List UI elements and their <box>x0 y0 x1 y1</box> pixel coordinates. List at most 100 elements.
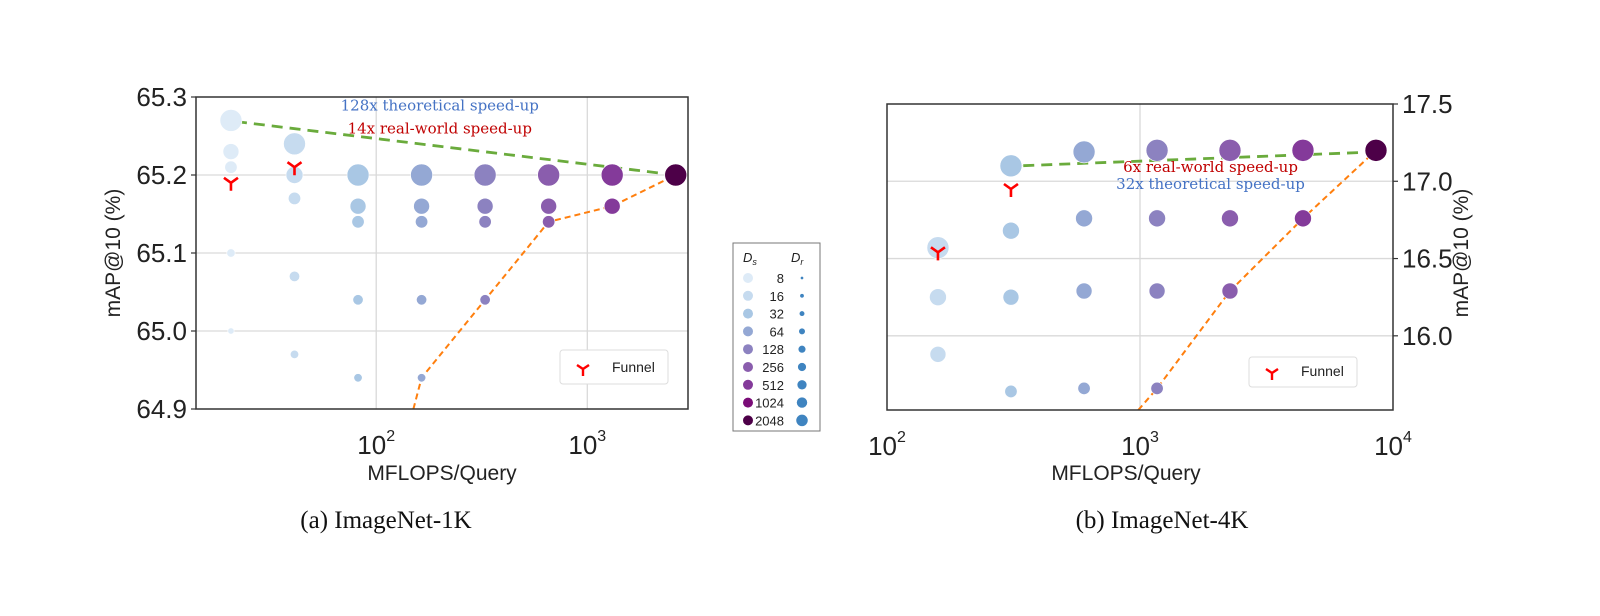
size-label: 1024 <box>755 396 784 411</box>
y-ticks: 65.3 65.2 65.1 65.0 64.9 <box>136 82 196 424</box>
points <box>219 109 688 383</box>
frontier-line <box>412 174 677 410</box>
legend-label: Funnel <box>1301 363 1344 379</box>
data-point <box>352 294 364 306</box>
data-point <box>603 197 621 215</box>
data-point <box>1150 381 1164 395</box>
data-point <box>415 215 429 229</box>
data-point <box>288 270 300 282</box>
y-tick-label: 17.0 <box>1402 166 1453 196</box>
size-label: 64 <box>770 324 784 339</box>
ds-swatch <box>743 379 753 390</box>
speedup-arrow-line <box>227 113 676 177</box>
data-point <box>1072 140 1096 164</box>
data-point <box>219 109 243 132</box>
annotation-theoretical: 32x theoretical speed-up <box>1116 175 1305 193</box>
data-point <box>222 143 240 160</box>
data-point <box>1077 381 1091 395</box>
data-point <box>1002 221 1020 240</box>
data-point <box>929 346 947 363</box>
size-legend-row: 2048 <box>743 413 808 428</box>
funnel-point <box>930 246 946 261</box>
ds-title: Ds <box>743 250 757 267</box>
ds-swatch <box>743 344 753 355</box>
data-point <box>287 191 301 205</box>
size-legend-row: 8 <box>743 271 804 286</box>
data-point <box>476 197 494 215</box>
funnel-markers <box>930 182 1019 261</box>
y-tick-label: 65.2 <box>136 160 187 190</box>
data-point <box>999 154 1023 178</box>
dr-swatch <box>798 345 806 353</box>
size-label: 512 <box>762 378 784 393</box>
data-point <box>346 163 370 187</box>
y-tick-label: 17.5 <box>1402 89 1453 119</box>
data-point <box>410 163 433 187</box>
size-label: 8 <box>777 271 784 286</box>
data-point <box>479 294 491 306</box>
data-point <box>351 215 365 229</box>
funnel-point <box>286 161 303 176</box>
y-axis-label: mAP@10 (%) <box>1450 189 1473 318</box>
dr-swatch <box>796 397 808 408</box>
data-point <box>1221 282 1239 300</box>
y-tick-label: 65.0 <box>136 316 187 346</box>
data-point <box>1291 139 1315 162</box>
ds-swatch <box>743 290 753 301</box>
x-tick-label: 104 <box>1374 429 1412 461</box>
annotation-real-world: 14x real-world speed-up <box>348 120 532 138</box>
data-point <box>664 163 688 187</box>
data-point <box>289 349 299 359</box>
data-point <box>224 160 238 174</box>
data-point <box>1148 209 1166 228</box>
data-point <box>1075 282 1093 300</box>
dr-swatch <box>797 362 807 372</box>
size-legend-row: 512 <box>743 378 807 393</box>
data-point <box>1075 209 1093 228</box>
ds-swatch <box>743 308 753 319</box>
speedup-arrow-line <box>1008 150 1377 174</box>
x-ticks: 102 103 <box>357 428 606 460</box>
y-tick-label: 64.9 <box>136 394 187 424</box>
data-point <box>416 294 428 306</box>
data-point <box>353 373 363 383</box>
panel-imagenet-4k: 17.5 17.0 16.5 16.0 102 103 104 6x real-world… <box>868 89 1473 534</box>
data-point <box>600 163 624 187</box>
x-tick-label: 102 <box>357 428 395 460</box>
size-legend: Ds Dr 8 16 32 64 128 256 512 1024 2048 <box>732 242 821 432</box>
size-label: 16 <box>770 289 784 304</box>
x-tick-label: 103 <box>568 428 606 460</box>
y-tick-label: 16.0 <box>1402 321 1453 351</box>
data-point <box>1002 288 1020 306</box>
size-label: 128 <box>762 342 784 357</box>
data-point <box>413 197 430 215</box>
pareto-frontier <box>412 174 677 410</box>
dr-swatch <box>799 311 805 317</box>
x-ticks: 102 103 104 <box>868 429 1412 461</box>
x-axis-label: MFLOPS/Query <box>367 462 517 485</box>
size-legend-row: 128 <box>743 342 806 357</box>
funnel-point <box>223 176 239 191</box>
points <box>926 139 1388 398</box>
grid <box>887 104 1393 410</box>
funnel-icon <box>576 364 590 376</box>
data-point <box>227 327 235 335</box>
funnel-markers <box>223 161 303 191</box>
speedup-arrow <box>227 113 676 177</box>
legend-label: Funnel <box>612 359 655 375</box>
panel-imagenet-1k: 65.3 65.2 65.1 65.0 64.9 102 103 128x theoret… <box>102 82 689 534</box>
data-point <box>473 163 497 187</box>
caption: (a) ImageNet-1K <box>300 507 471 534</box>
x-tick-label: 102 <box>868 429 906 461</box>
dr-swatch <box>799 328 805 335</box>
data-point <box>1145 139 1169 162</box>
data-point <box>349 197 367 215</box>
data-point <box>1294 209 1312 228</box>
data-point <box>1221 209 1239 228</box>
dr-swatch <box>800 293 804 298</box>
data-point <box>1148 282 1166 300</box>
annotation-theoretical: 128x theoretical speed-up <box>341 96 539 114</box>
data-point <box>226 248 236 258</box>
size-label: 32 <box>770 307 784 322</box>
